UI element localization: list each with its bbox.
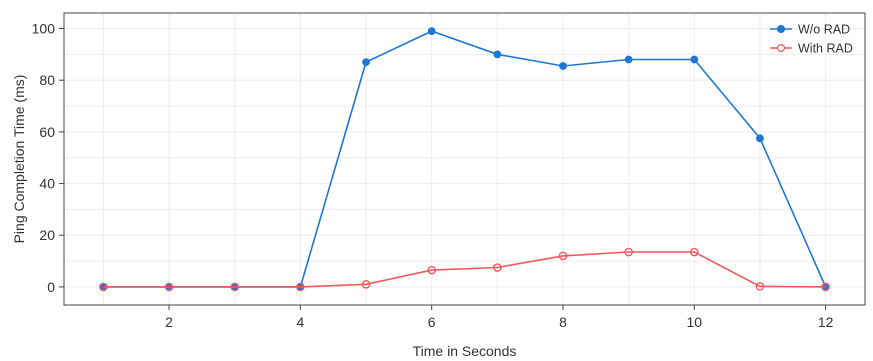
data-point: [361, 280, 371, 289]
data-point: [755, 282, 765, 291]
y-tick-label: 0: [47, 279, 55, 295]
axis-ticks: 2 4 6 8 10 12 0 20 40 60 80 100: [32, 21, 834, 330]
legend-item: With RAD: [770, 42, 853, 56]
data-point: [624, 247, 633, 257]
legend: W/o RAD With RAD: [770, 23, 853, 56]
legend-label: With RAD: [798, 42, 853, 56]
y-tick-label: 60: [39, 124, 55, 140]
data-point: [99, 282, 108, 292]
y-tick-label: 20: [39, 227, 55, 243]
series-with-rad: [99, 247, 830, 292]
data-point: [690, 55, 699, 64]
legend-label: W/o RAD: [798, 23, 850, 37]
series-lines: [99, 27, 830, 292]
y-tick-label: 40: [39, 176, 55, 192]
x-tick-label: 12: [818, 314, 834, 330]
data-point: [493, 50, 502, 59]
x-axis-title: Time in Seconds: [413, 343, 517, 359]
data-point: [756, 134, 764, 143]
x-tick-label: 8: [559, 314, 567, 330]
data-point: [362, 58, 370, 66]
data-point: [558, 251, 568, 261]
series-line: [103, 251, 826, 288]
data-point: [821, 282, 830, 292]
data-point: [427, 27, 436, 35]
data-point: [427, 265, 436, 275]
legend-item: W/o RAD: [770, 23, 850, 37]
legend-marker: [776, 24, 786, 34]
y-tick-label: 80: [39, 72, 55, 88]
data-point: [493, 263, 502, 272]
x-tick-label: 2: [165, 314, 173, 330]
y-axis-title: Ping Completion Time (ms): [11, 75, 27, 244]
plot-frame: [63, 12, 866, 306]
data-point: [230, 282, 240, 292]
data-point: [164, 282, 174, 292]
data-point: [689, 247, 699, 257]
x-tick-label: 10: [687, 314, 703, 330]
data-point: [296, 282, 305, 292]
y-tick-label: 100: [32, 21, 56, 37]
x-tick-label: 4: [296, 314, 304, 330]
data-point: [624, 55, 633, 64]
data-point: [559, 62, 567, 70]
legend-marker: [776, 43, 786, 53]
x-tick-label: 6: [428, 314, 436, 330]
